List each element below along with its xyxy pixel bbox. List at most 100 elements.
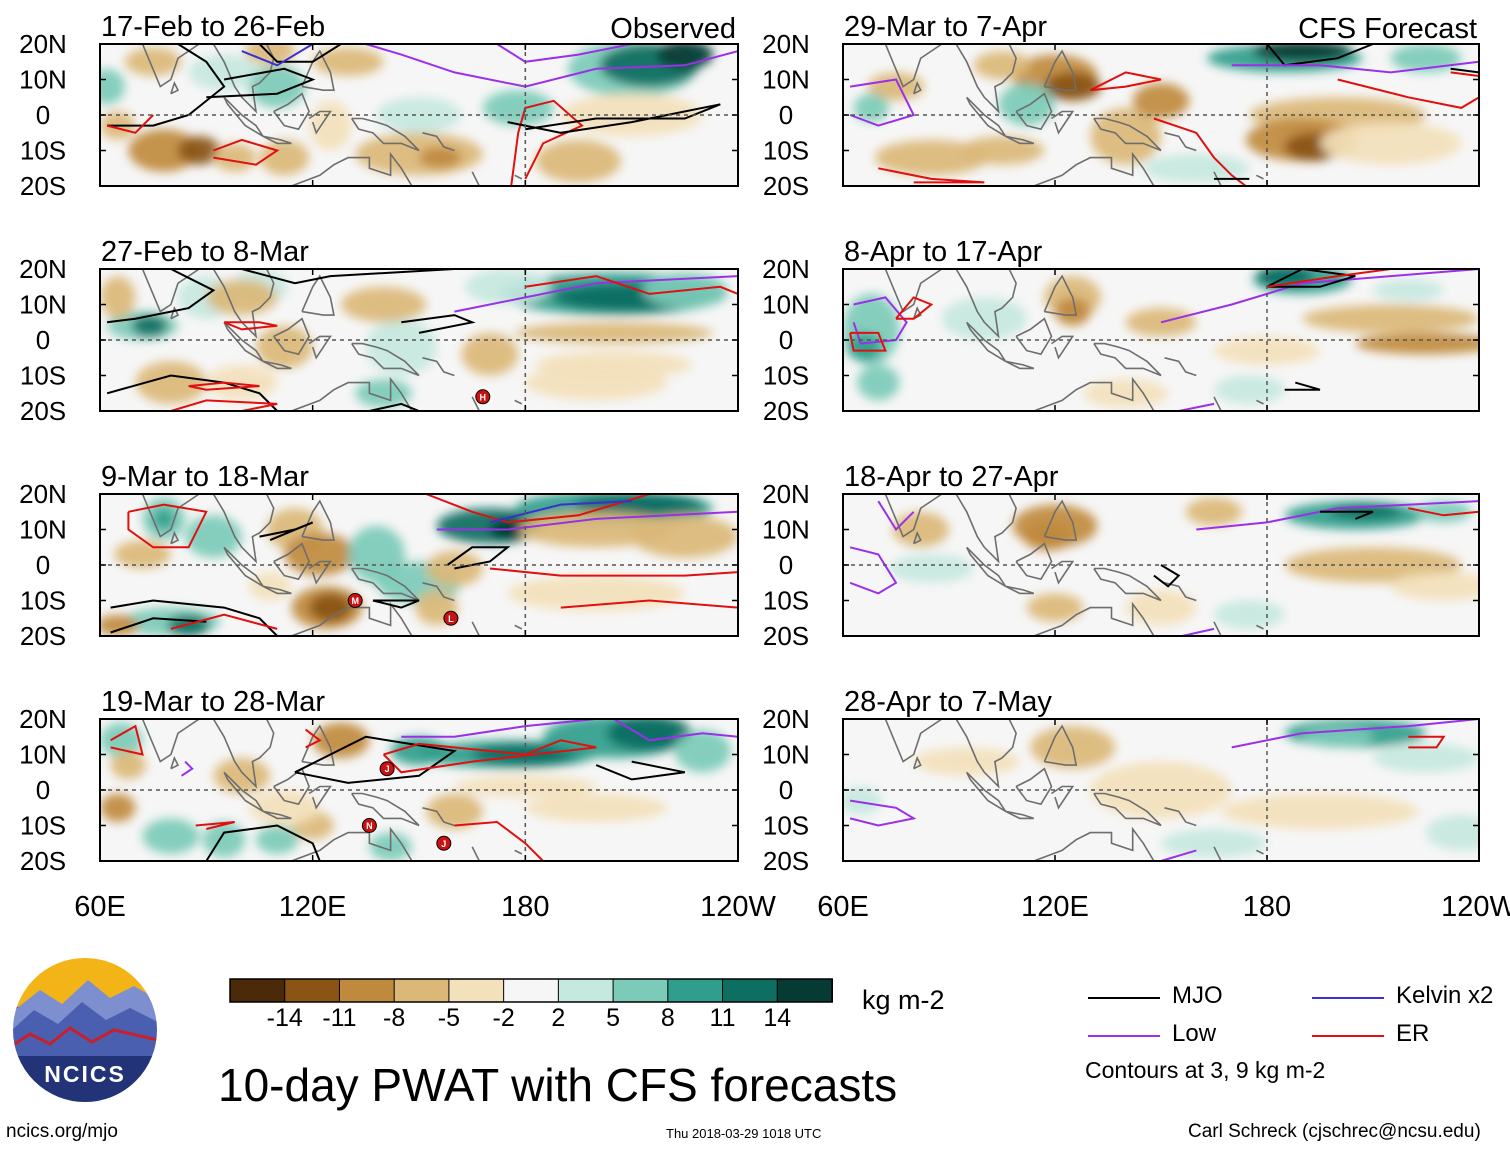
map-panel-2: H 20N 10N 0 10S 20S 27-Feb to 8-Mar xyxy=(19,236,739,426)
pwat-anomaly-region xyxy=(857,364,900,401)
tc-label: J xyxy=(441,839,446,849)
coastline xyxy=(351,342,420,377)
pwat-anomaly-region xyxy=(1426,814,1479,851)
colorbar-swatch xyxy=(612,978,669,1003)
y-tick-label: 20N xyxy=(762,254,810,284)
y-tick-label: 20N xyxy=(762,479,810,509)
y-tick-label: 20N xyxy=(19,254,67,284)
y-tick-label: 0 xyxy=(36,775,50,805)
coastline xyxy=(1164,582,1197,602)
coastline xyxy=(1015,92,1053,131)
legend-label: MJO xyxy=(1172,982,1223,1009)
pwat-anomaly-region xyxy=(888,554,974,583)
y-tick-label: 10N xyxy=(19,740,67,770)
coastline xyxy=(1005,585,1035,595)
pwat-anomaly-region xyxy=(206,364,278,401)
y-tick-label: 10N xyxy=(19,290,67,320)
map-panel-6: 20N 10N 0 10S 20S 8-Apr to 17-Apr xyxy=(762,236,1480,426)
coastline xyxy=(1256,399,1264,405)
colorbar-swatch xyxy=(393,978,450,1003)
pwat-anomaly-region xyxy=(110,750,147,780)
coastline xyxy=(471,621,481,636)
pwat-anomaly-region xyxy=(1143,154,1250,183)
colorbar-values: -14 -11 -8 -5 -2 2 5 8 11 14 xyxy=(0,1004,1510,1036)
contour-note: Contours at 3, 9 kg m-2 xyxy=(1085,1057,1326,1083)
coastline xyxy=(301,499,335,541)
panel-period-label: 17-Feb to 26-Feb xyxy=(101,11,325,43)
contour-line xyxy=(1153,564,1181,588)
contour-line xyxy=(188,381,260,391)
coastline xyxy=(1033,826,1155,861)
contour-line xyxy=(206,67,316,99)
contour-line xyxy=(127,503,208,549)
coastline xyxy=(1213,621,1222,636)
pwat-anomaly-region xyxy=(135,361,207,404)
pwat-anomaly-region xyxy=(1320,122,1462,165)
coastline xyxy=(308,785,332,810)
pwat-anomaly-region xyxy=(1214,600,1285,629)
coastline xyxy=(1164,807,1197,827)
pwat-anomaly-region xyxy=(1026,593,1084,622)
contour-line xyxy=(1337,78,1479,109)
contour-line xyxy=(223,321,278,331)
timestamp: Thu 2018-03-29 1018 UTC xyxy=(666,1126,822,1141)
contour-line xyxy=(525,275,738,295)
coastline xyxy=(955,269,1017,339)
contour-line xyxy=(180,760,194,777)
pwat-anomaly-region xyxy=(874,139,988,176)
contour-line xyxy=(110,617,207,634)
coastline xyxy=(471,171,481,186)
colorbar-value: 8 xyxy=(660,1004,675,1032)
pwat-anomaly-region xyxy=(341,286,427,323)
colorbar xyxy=(229,978,833,1003)
contour-line xyxy=(259,521,314,542)
pwat-anomaly-region xyxy=(461,332,519,376)
contour-line xyxy=(595,760,685,781)
contour-line xyxy=(489,500,632,524)
coastline xyxy=(871,269,943,313)
coastline xyxy=(955,494,1017,564)
x-tick-label: 180 xyxy=(1243,891,1291,923)
y-tick-label: 0 xyxy=(36,325,50,355)
contour-line xyxy=(1178,402,1215,411)
tc-label: H xyxy=(480,392,487,402)
pwat-anomaly-region xyxy=(100,68,125,105)
contour-line xyxy=(170,399,278,411)
contour-line xyxy=(1266,44,1374,67)
coastline xyxy=(1051,335,1075,360)
units-label: kg m-2 xyxy=(862,985,945,1015)
pwat-anomaly-region xyxy=(255,825,299,854)
coastline xyxy=(308,335,332,360)
pwat-anomaly-region xyxy=(213,143,256,172)
pwat-anomaly-region xyxy=(312,47,384,76)
coastline xyxy=(1256,849,1264,855)
coastline xyxy=(1033,151,1155,186)
coastline xyxy=(912,530,922,545)
author-credit: Carl Schreck (cjschrec@ncsu.edu) xyxy=(1188,1121,1481,1142)
coastline xyxy=(514,624,523,630)
pwat-anomaly-region xyxy=(656,44,714,69)
pwat-anomaly-region xyxy=(309,100,352,151)
observed-label: Observed xyxy=(610,13,736,45)
colorbar-value: 14 xyxy=(763,1004,792,1032)
coastline xyxy=(291,601,413,636)
coastline xyxy=(273,92,310,131)
pwat-anomaly-region xyxy=(674,729,731,773)
pwat-anomaly-region xyxy=(100,276,136,319)
coastline xyxy=(1164,132,1197,152)
site-link[interactable]: ncics.org/mjo xyxy=(6,1121,118,1142)
contour-line xyxy=(1266,269,1391,288)
pwat-anomaly-region xyxy=(959,136,1045,165)
coastline xyxy=(273,542,310,581)
pwat-anomaly-region xyxy=(1090,107,1161,165)
contour-line xyxy=(170,613,278,630)
y-tick-label: 10S xyxy=(20,586,66,616)
coastline xyxy=(955,719,1017,789)
colorbar-swatch xyxy=(722,978,779,1003)
panel-period-label: 18-Apr to 27-Apr xyxy=(844,461,1059,493)
coastline xyxy=(1015,767,1053,806)
contour-line xyxy=(1089,71,1162,92)
coastline xyxy=(1213,846,1222,861)
colorbar-value: -5 xyxy=(437,1004,461,1032)
